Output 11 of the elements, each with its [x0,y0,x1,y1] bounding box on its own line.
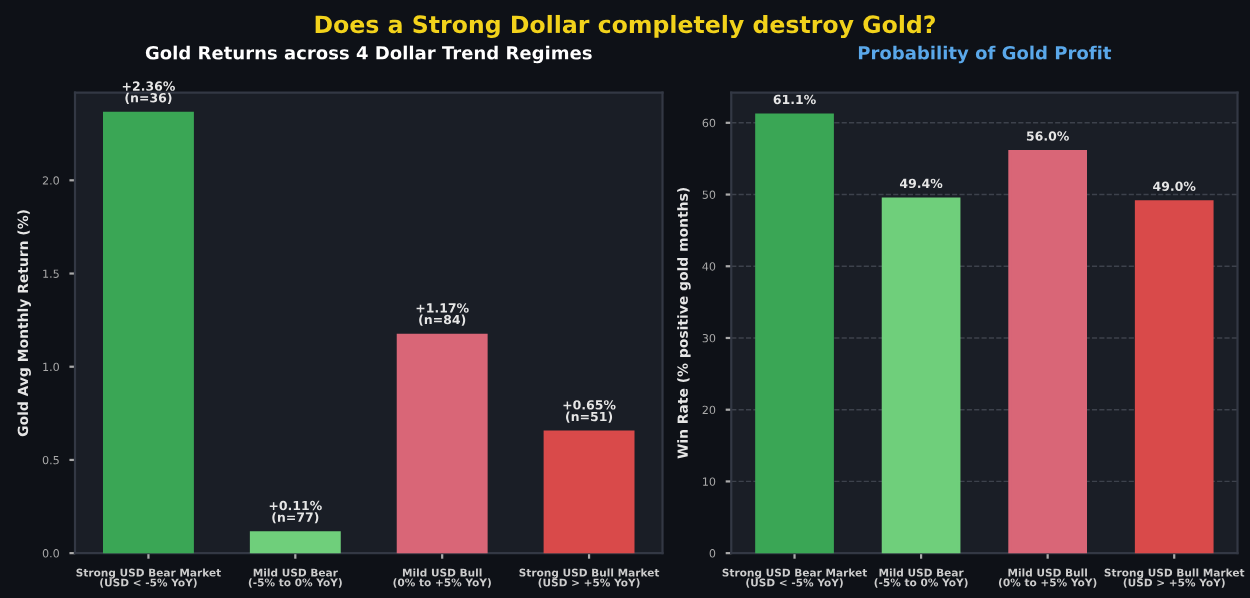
bar [249,531,341,554]
chart-title: Gold Returns across 4 Dollar Trend Regimes [145,45,592,64]
bar [1008,150,1088,554]
bar [543,430,635,554]
chart-title: Probability of Gold Profit [858,45,1112,64]
bar [102,111,194,554]
bar [755,113,834,554]
text: Does a Strong Dollar completely destroy Gold? [315,14,935,38]
bar [1134,200,1214,554]
bar [396,333,488,554]
bar [881,197,961,554]
